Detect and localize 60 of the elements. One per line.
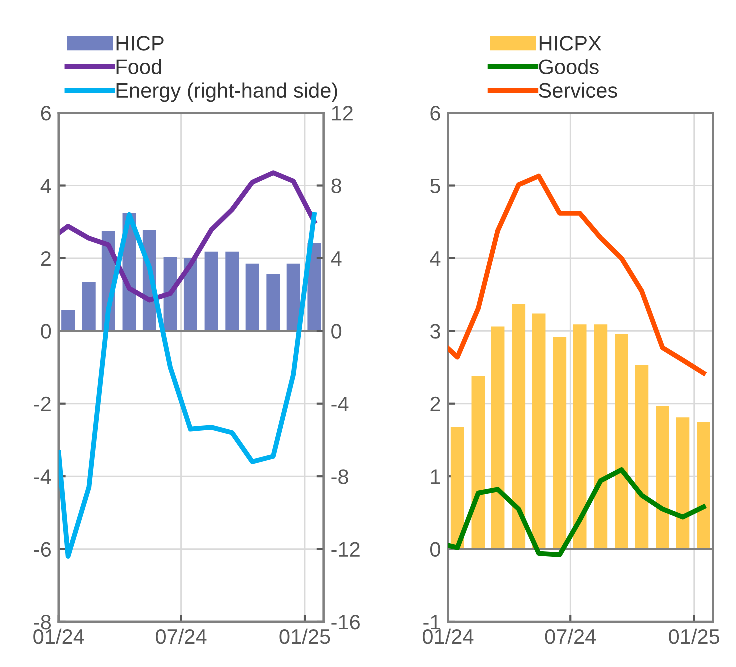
y-tick-label: 1 — [431, 470, 440, 484]
y-tick-label: -2 — [34, 396, 51, 412]
x-tick-label: 01/25 — [669, 628, 720, 644]
x-tick-label: 01/25 — [280, 628, 330, 644]
x-tick-label: 01/24 — [34, 628, 84, 644]
bar — [450, 427, 464, 550]
y-tick-label: 0 — [430, 542, 440, 558]
bar — [82, 282, 96, 332]
legend-label: HICPX — [540, 36, 602, 51]
y-tick-label: -6 — [34, 542, 52, 558]
x-tick-label: 07/24 — [156, 628, 207, 644]
legend-label: Goods — [539, 59, 599, 74]
y-tick-label: 6 — [41, 106, 52, 121]
x-tick-label: 07/24 — [545, 628, 596, 644]
bar — [594, 324, 608, 550]
y-tick-label: -1 — [424, 615, 440, 630]
bar — [246, 264, 260, 332]
y2-tick-label: 0 — [332, 324, 342, 339]
bar — [635, 365, 649, 550]
y-tick-label: -8 — [34, 614, 52, 630]
legend-label: Food — [116, 59, 162, 74]
y2-tick-label: 8 — [332, 178, 342, 194]
x-tick-label: 01/24 — [422, 628, 474, 644]
y-tick-label: 2 — [430, 396, 440, 412]
bar — [491, 326, 505, 550]
bar — [573, 324, 587, 550]
bar — [62, 310, 76, 332]
y2-tick-label: -12 — [332, 542, 360, 557]
y-tick-label: 6 — [430, 106, 440, 121]
y2-tick-label: -4 — [332, 397, 349, 412]
bar — [615, 334, 628, 550]
line-series — [58, 212, 317, 559]
y-tick-label: -4 — [34, 470, 52, 484]
bar — [532, 314, 546, 550]
bar — [553, 336, 567, 550]
bar — [472, 376, 486, 550]
y2-tick-label: 12 — [332, 106, 353, 121]
y2-tick-label: -8 — [332, 470, 348, 484]
y2-tick-label: 4 — [331, 252, 342, 266]
bar — [656, 406, 670, 550]
legend-label: HICP — [116, 36, 164, 51]
bar — [204, 252, 218, 332]
bar — [226, 252, 240, 332]
y-tick-label: 0 — [41, 324, 52, 339]
bar — [697, 422, 710, 550]
y-tick-label: 3 — [430, 324, 440, 339]
line-series — [448, 468, 706, 558]
line-series — [448, 174, 706, 376]
y-tick-label: 2 — [41, 251, 51, 266]
line-series — [58, 170, 317, 303]
bar — [266, 274, 280, 332]
y-tick-label: 4 — [40, 178, 52, 194]
legend-label: Energy (right-hand side) — [116, 82, 338, 102]
y-tick-label: 4 — [430, 252, 441, 266]
legend-label: Services — [539, 82, 618, 98]
y2-tick-label: -16 — [332, 614, 360, 630]
y-tick-label: 5 — [430, 178, 440, 194]
bar — [676, 418, 690, 550]
bar — [286, 264, 300, 332]
bar — [512, 304, 526, 550]
